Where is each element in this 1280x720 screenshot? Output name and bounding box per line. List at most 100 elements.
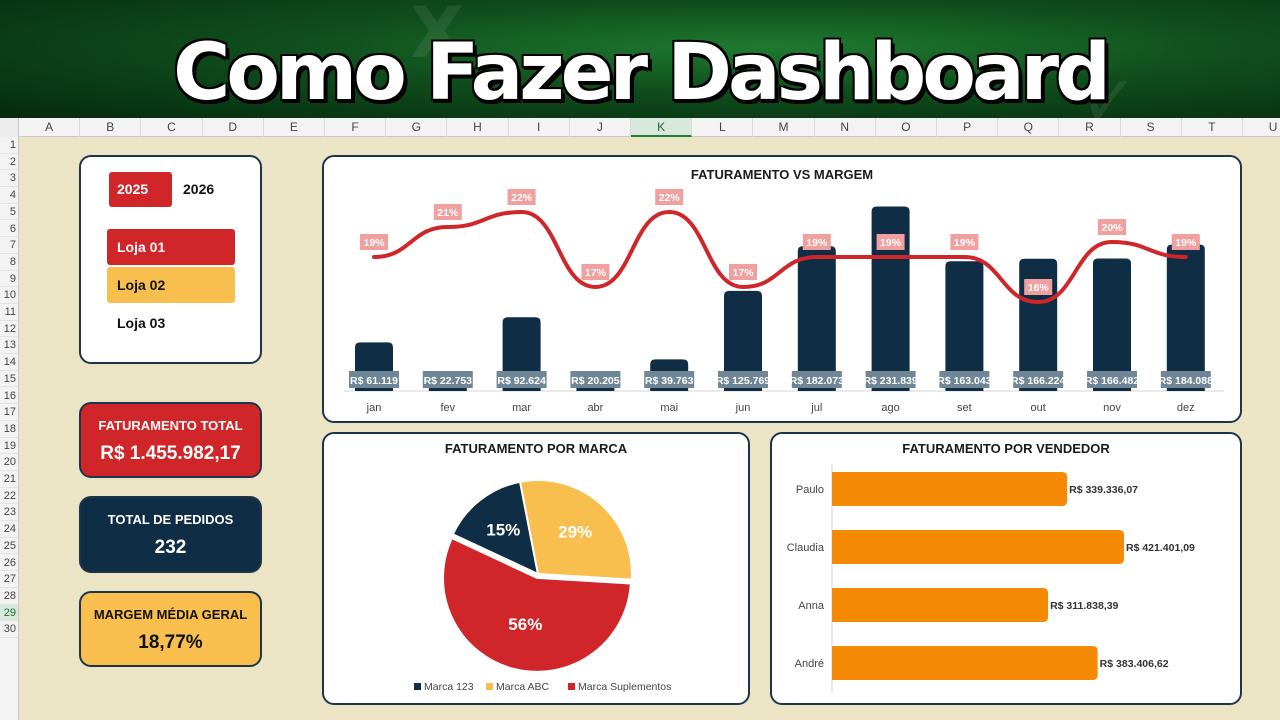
column-header-r[interactable]: R — [1059, 118, 1121, 137]
store-loja-01-button[interactable]: Loja 01 — [107, 229, 235, 265]
row-header-22[interactable]: 22 — [0, 488, 18, 505]
revenue-label-box — [422, 371, 473, 388]
column-header-f[interactable]: F — [325, 118, 387, 137]
column-header-a[interactable]: A — [19, 118, 81, 137]
row-header-10[interactable]: 10 — [0, 287, 18, 304]
chart-faturamento-por-vendedor: FATURAMENTO POR VENDEDOR Paulo R$ 339.336… — [770, 432, 1242, 705]
column-header-d[interactable]: D — [203, 118, 264, 137]
revenue-label-box — [939, 371, 990, 388]
row-header-13[interactable]: 13 — [0, 337, 18, 355]
row-header-29[interactable]: 29 — [0, 604, 18, 622]
column-header-j[interactable]: J — [570, 118, 631, 137]
margin-data-label: 19% — [1175, 237, 1197, 249]
column-header-m[interactable]: M — [753, 118, 815, 137]
margin-data-label: 20% — [1101, 222, 1123, 234]
margin-label-box — [802, 234, 831, 250]
row-header-27[interactable]: 27 — [0, 571, 18, 588]
y-tick-label: Claudia — [787, 542, 825, 554]
x-tick-label: nov — [1103, 402, 1121, 414]
row-header-9[interactable]: 9 — [0, 271, 18, 288]
margin-data-label: 19% — [954, 237, 976, 249]
column-header-o[interactable]: O — [876, 118, 937, 137]
column-header-p[interactable]: P — [937, 118, 999, 137]
store-loja-03-button[interactable]: Loja 03 — [117, 315, 166, 331]
revenue-data-label: R$ 163.043 — [937, 375, 991, 387]
chart-title: FATURAMENTO POR MARCA — [444, 441, 628, 456]
row-header-17[interactable]: 17 — [0, 404, 18, 421]
pie-slice — [451, 480, 540, 576]
column-header-c[interactable]: C — [141, 118, 203, 137]
margin-label-box — [507, 189, 536, 205]
excel-check-watermark: ✓ — [1080, 60, 1139, 118]
column-header-g[interactable]: G — [386, 118, 448, 137]
row-header-15[interactable]: 15 — [0, 371, 18, 388]
margin-data-label: 17% — [585, 267, 607, 279]
select-all-corner[interactable] — [0, 118, 19, 137]
column-header-h[interactable]: H — [447, 118, 509, 137]
seller-data-label: R$ 311.838,39 — [1050, 600, 1118, 612]
row-header-16[interactable]: 16 — [0, 388, 18, 405]
row-header-4[interactable]: 4 — [0, 187, 18, 204]
row-header-2[interactable]: 2 — [0, 154, 18, 171]
year-2025-button[interactable]: 2025 — [109, 172, 172, 207]
row-header-25[interactable]: 25 — [0, 538, 18, 555]
column-header-u[interactable]: U — [1243, 118, 1280, 137]
pie-data-label: 29% — [558, 523, 592, 542]
row-header-14[interactable]: 14 — [0, 354, 18, 371]
column-header-q[interactable]: Q — [998, 118, 1060, 137]
pie-data-label: 56% — [508, 615, 542, 634]
column-header-b[interactable]: B — [80, 118, 142, 137]
row-header-11[interactable]: 11 — [0, 304, 18, 321]
row-header-26[interactable]: 26 — [0, 555, 18, 572]
marca-pie-svg: 15% 29% 56% Marca 123 Marca ABC Marca Supleme… — [414, 479, 671, 693]
column-header-i[interactable]: I — [509, 118, 570, 137]
row-header-5[interactable]: 5 — [0, 204, 18, 221]
margin-label-box — [1171, 234, 1200, 250]
seller-bar — [832, 530, 1124, 564]
revenue-data-label: R$ 125.769 — [716, 375, 770, 387]
row-header-7[interactable]: 7 — [0, 237, 18, 254]
margin-line — [372, 209, 1188, 305]
column-header-s[interactable]: S — [1121, 118, 1182, 137]
margin-label-box — [876, 234, 905, 250]
year-2026-button[interactable]: 2026 — [183, 181, 215, 197]
revenue-label-box — [1013, 371, 1064, 388]
margin-data-label: 16% — [1028, 282, 1050, 294]
x-tick-label: set — [957, 402, 972, 414]
kpi-total-de-pedidos: TOTAL DE PEDIDOS 232 — [79, 496, 262, 573]
excel-x-watermark: X — [410, 0, 464, 74]
column-header-e[interactable]: E — [264, 118, 325, 137]
revenue-bar — [797, 246, 836, 391]
margin-label-box — [433, 204, 462, 220]
column-header-l[interactable]: L — [692, 118, 754, 137]
y-tick-label: Paulo — [796, 484, 824, 496]
column-header-t[interactable]: T — [1182, 118, 1243, 137]
column-header-n[interactable]: N — [815, 118, 876, 137]
margin-label-box — [1024, 279, 1053, 295]
row-header-20[interactable]: 20 — [0, 454, 18, 471]
row-header-28[interactable]: 28 — [0, 588, 18, 605]
revenue-data-label: R$ 22.753 — [424, 375, 473, 387]
chart-faturamento-por-marca: FATURAMENTO POR MARCA 15% 29% 56% Marca 123… — [322, 432, 750, 705]
row-header-18[interactable]: 18 — [0, 421, 18, 438]
row-header-12[interactable]: 12 — [0, 321, 18, 338]
x-tick-label: dez — [1177, 402, 1195, 414]
row-header-30[interactable]: 30 — [0, 621, 18, 638]
column-header-k[interactable]: K — [631, 118, 693, 137]
row-header-23[interactable]: 23 — [0, 504, 18, 522]
row-header-24[interactable]: 24 — [0, 521, 18, 538]
row-header-3[interactable]: 3 — [0, 170, 18, 188]
row-header-1[interactable]: 1 — [0, 137, 18, 154]
store-loja-02-button[interactable]: Loja 02 — [107, 267, 235, 303]
x-tick-label: jan — [366, 402, 382, 414]
row-header-21[interactable]: 21 — [0, 471, 18, 488]
revenue-label-box — [496, 371, 547, 388]
revenue-label-box — [791, 371, 842, 388]
row-header-bar: 1 2 3 4 5 6 7 8 9 10 11 12 13 14 15 16 17 18 19 20 21 22 23 24 2… — [0, 137, 19, 720]
row-header-8[interactable]: 8 — [0, 254, 18, 271]
seller-bar — [832, 646, 1098, 680]
row-header-6[interactable]: 6 — [0, 221, 18, 238]
y-tick-label: Anna — [798, 600, 825, 612]
row-header-19[interactable]: 19 — [0, 438, 18, 455]
